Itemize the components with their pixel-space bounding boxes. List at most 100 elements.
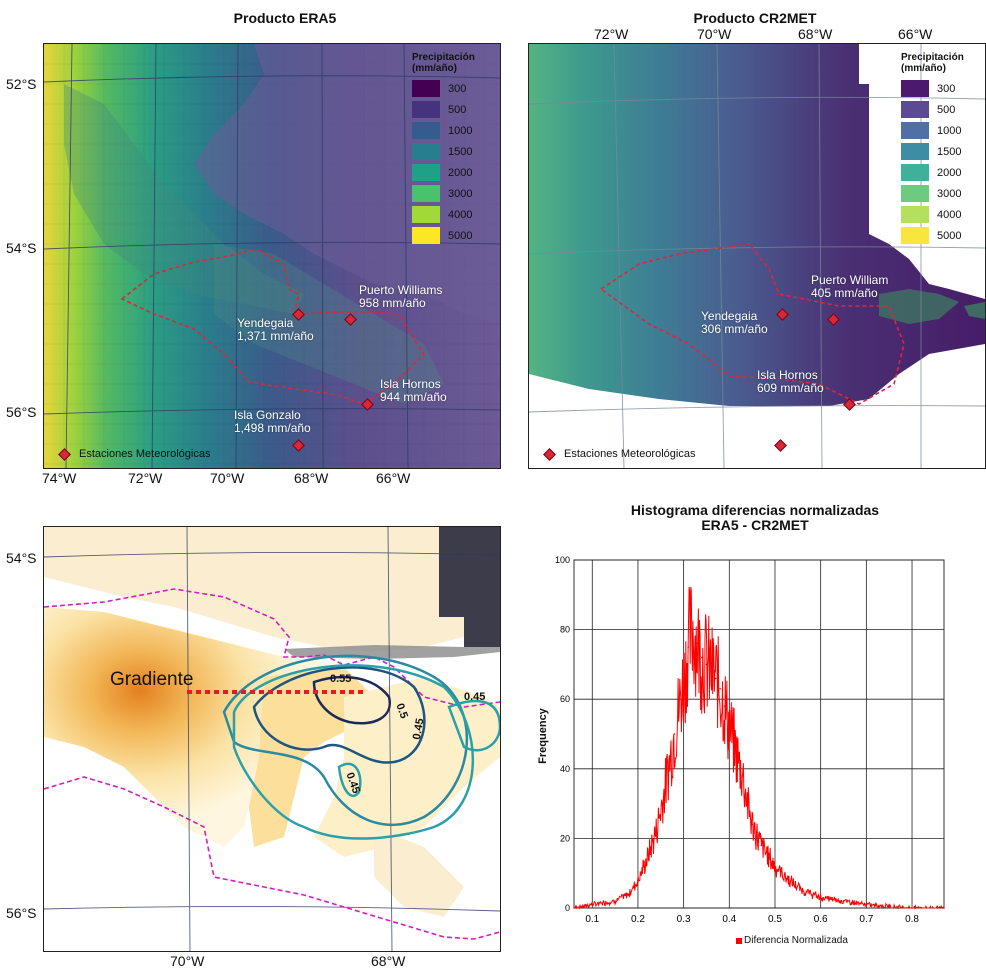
station-label-isla-gonzalo: Isla Gonzalo 1,498 mm/año xyxy=(234,408,311,435)
histogram-point xyxy=(573,907,575,909)
lat-label: 54°S xyxy=(6,550,37,566)
contour-label: 0.45 xyxy=(464,691,486,703)
station-marker-isla-gonzalo[interactable] xyxy=(774,437,795,455)
histogram-point xyxy=(646,858,648,861)
lon-label: 74°W xyxy=(42,470,77,486)
histogram-point xyxy=(737,761,740,763)
legend-title: Precipitación xyxy=(412,52,475,63)
x-tick-label: 0.8 xyxy=(905,914,919,925)
station-label-puerto-williams: Puerto Williams 958 mm/año xyxy=(359,283,443,310)
lon-label: 70°W xyxy=(697,26,732,42)
station-label-yendegaia: Yendegaia 306 mm/año xyxy=(701,309,768,336)
histogram-point xyxy=(696,642,699,645)
lat-label: 56°S xyxy=(6,404,37,420)
histogram-point xyxy=(710,670,712,673)
era5-map[interactable]: Puerto Williams 958 mm/año Yendegaia 1,371… xyxy=(43,43,501,469)
histogram-point xyxy=(637,879,639,881)
histogram-point xyxy=(682,681,685,683)
lon-label: 72°W xyxy=(594,26,629,42)
legend-units: (mm/año) xyxy=(412,63,457,74)
station-label-yendegaia: Yendegaia 1,371 mm/año xyxy=(237,316,314,343)
legend-item: 300 xyxy=(901,78,964,99)
lon-label: 72°W xyxy=(128,470,163,486)
station-legend: Estaciones Meteorológicas xyxy=(58,447,210,461)
station-marker-isla-gonzalo[interactable] xyxy=(292,437,313,455)
histogram-point xyxy=(760,844,763,847)
histogram-point xyxy=(714,677,717,680)
legend-item: 3000 xyxy=(412,183,475,204)
station-marker-puerto-williams[interactable] xyxy=(827,311,848,329)
legend-item: 1000 xyxy=(901,120,964,141)
histogram-point xyxy=(673,733,676,735)
histogram-chart: 0 20 40 60 80 100 0.1 0.2 0.3 0.4 0.5 0.6 0.7 0.8 xyxy=(555,555,945,925)
histogram-point xyxy=(819,896,822,899)
histogram-point xyxy=(888,905,890,908)
histogram-point xyxy=(865,903,868,906)
histogram-point xyxy=(723,705,726,707)
histogram-point xyxy=(733,743,735,746)
x-tick-label: 0.6 xyxy=(814,914,828,925)
era5-title: Producto ERA5 xyxy=(233,10,337,26)
plot-area xyxy=(573,559,945,909)
lat-label: 56°S xyxy=(6,905,37,921)
y-tick-label: 60 xyxy=(560,694,570,704)
legend-item: 3000 xyxy=(901,183,964,204)
station-marker-isla-hornos[interactable] xyxy=(843,396,864,414)
station-marker-puerto-williams[interactable] xyxy=(344,311,365,329)
histogram-point xyxy=(701,656,703,659)
lon-label: 70°W xyxy=(210,470,245,486)
x-tick-label: 0.5 xyxy=(768,914,782,925)
station-marker-yendegaia[interactable] xyxy=(776,306,797,324)
legend-item: 1500 xyxy=(901,141,964,162)
lon-label: 70°W xyxy=(170,953,205,969)
histogram-title: Histograma diferencias normalizadas ERA5… xyxy=(630,502,880,533)
histogram-point xyxy=(728,726,731,728)
y-tick-label: 0 xyxy=(565,903,570,913)
legend-item: 2000 xyxy=(901,162,964,183)
station-legend-icon xyxy=(58,447,71,461)
x-tick-label: 0.1 xyxy=(585,914,599,925)
lon-label: 66°W xyxy=(376,470,411,486)
lat-label: 52°S xyxy=(6,76,37,92)
legend-units: (mm/año) xyxy=(901,63,946,74)
legend-item: 1500 xyxy=(412,141,475,162)
histogram-point xyxy=(943,907,945,909)
x-tick-label: 0.4 xyxy=(722,914,736,925)
era5-legend: Precipitación (mm/año) 300 500 1000 1500… xyxy=(412,52,475,246)
lon-label: 68°W xyxy=(294,470,329,486)
histogram-point xyxy=(687,646,689,648)
histogram-point xyxy=(801,889,804,892)
histogram-point xyxy=(742,774,744,777)
gradient-map[interactable]: Gradiente 0.55 0.5 0.45 0.45 0.45 xyxy=(43,526,501,952)
histogram-point xyxy=(614,900,616,902)
legend-item: 4000 xyxy=(901,204,964,225)
histogram-point xyxy=(787,879,790,881)
station-legend: Estaciones Meteorológicas xyxy=(543,447,695,461)
y-tick-label: 100 xyxy=(555,555,570,565)
cr2met-title: Producto CR2MET xyxy=(693,10,817,26)
legend-item: 2000 xyxy=(412,162,475,183)
histogram-series-line xyxy=(573,586,945,910)
gradient-label: Gradiente xyxy=(110,669,194,690)
station-label-puerto-william: Puerto William 405 mm/año xyxy=(811,273,889,300)
histogram-point xyxy=(719,687,721,690)
lon-label: 68°W xyxy=(798,26,833,42)
histogram-point xyxy=(655,830,658,833)
cr2met-map[interactable]: Puerto William 405 mm/año Yendegaia 306 mm… xyxy=(528,43,986,469)
histogram-point xyxy=(746,802,749,805)
station-legend-icon xyxy=(543,447,556,461)
histogram-point xyxy=(774,865,776,868)
legend-item: 1000 xyxy=(412,120,475,141)
y-tick-label: 20 xyxy=(560,833,570,843)
histogram-point xyxy=(911,907,913,909)
contour-label: 0.55 xyxy=(330,673,352,685)
y-tick-label: 80 xyxy=(560,625,570,635)
x-tick-label: 0.2 xyxy=(631,914,645,925)
histogram-point xyxy=(691,628,694,631)
station-label-isla-hornos: Isla Hornos 609 mm/año xyxy=(757,368,824,395)
y-tick-label: 40 xyxy=(560,764,570,774)
histogram-point xyxy=(705,663,708,666)
lat-label: 54°S xyxy=(6,240,37,256)
histogram-point xyxy=(628,893,630,895)
legend-item: 5000 xyxy=(901,225,964,246)
